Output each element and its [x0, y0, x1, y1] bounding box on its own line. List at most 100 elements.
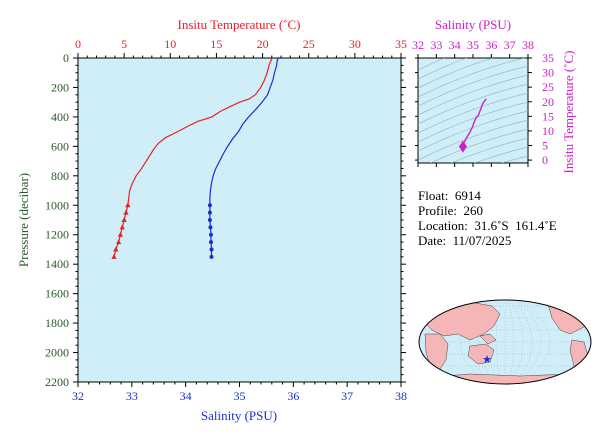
salinity-profile-markers [207, 203, 214, 259]
isopycnal-line [418, 58, 526, 98]
ts-x-tick-label: 37 [504, 38, 516, 52]
temperature-axis-title: Insitu Temperature (˚C) [177, 17, 300, 32]
sal-tick-label: 33 [126, 389, 138, 403]
temperature-marker [121, 217, 127, 222]
temperature-axis-ticks: 0 5 10 15 20 25 30 35 [75, 37, 407, 58]
ts-y-tick-label: 25 [542, 80, 554, 94]
ts-y-tick-label: 5 [542, 139, 548, 153]
profile-date: Date: 11/07/2025 [418, 233, 512, 248]
temp-tick-label: 0 [75, 37, 81, 51]
ts-x-tick-label: 35 [467, 38, 479, 52]
profile-plot-area [77, 57, 402, 383]
temp-tick-label: 35 [395, 37, 407, 51]
temperature-marker [125, 202, 131, 208]
pressure-axis-ticks: 0 200 400 600 800 1000 1200 1400 1600 1800 2000 220… [45, 51, 406, 389]
pressure-tick-label: 1800 [45, 316, 69, 330]
sal-tick-label: 34 [180, 389, 192, 403]
isopycnal-line [418, 92, 528, 134]
ts-x-tick-label: 33 [430, 38, 442, 52]
land-se-asia [479, 333, 497, 345]
temperature-marker [123, 209, 129, 215]
ts-y-tick-label: 20 [542, 95, 554, 109]
world-map: ★ [418, 299, 592, 385]
map-outline [418, 299, 592, 385]
pressure-tick-label: 2000 [45, 346, 69, 360]
ts-salinity-title: Salinity (PSU) [435, 17, 511, 32]
pressure-tick-label: 400 [51, 110, 69, 124]
isopycnal-line [418, 119, 528, 161]
ts-y-tick-label: 0 [542, 153, 548, 167]
pressure-tick-label: 2200 [45, 375, 69, 389]
ts-salinity-ticks: 32 33 34 35 36 37 38 [412, 38, 534, 167]
float-location-star: ★ [482, 354, 492, 366]
isopycnal-line [450, 137, 528, 163]
ts-y-tick-label: 35 [542, 51, 554, 65]
isopycnal-line [418, 58, 446, 71]
isopycnal-line [473, 146, 528, 163]
salinity-marker [207, 210, 212, 215]
land-antarctica [419, 373, 591, 384]
temperature-marker [116, 239, 122, 245]
sal-tick-label: 38 [395, 389, 407, 403]
salinity-profile-line [209, 57, 279, 257]
temperature-marker [119, 224, 125, 230]
isopycnal-line [418, 83, 528, 125]
map-meridian [516, 300, 542, 384]
pressure-axis-title: Pressure (decibar) [16, 173, 31, 267]
pressure-tick-label: 1000 [45, 198, 69, 212]
isopycnal-line [409, 244, 537, 291]
ts-y-tick-label: 30 [542, 66, 554, 80]
temp-tick-label: 10 [164, 37, 176, 51]
temperature-marker [117, 231, 124, 237]
temperature-profile-markers [111, 202, 131, 259]
salinity-marker [209, 247, 214, 252]
salinity-marker [208, 240, 213, 245]
map-meridian [507, 300, 515, 384]
temperature-marker [111, 253, 117, 259]
pressure-tick-label: 800 [51, 169, 69, 183]
profile-number: Profile: 260 [418, 203, 483, 218]
isopycnal-line [418, 58, 494, 89]
isopycnal-contours [409, 58, 537, 291]
salinity-axis-ticks: 32 33 34 35 36 37 38 [72, 382, 407, 403]
sal-tick-label: 37 [341, 389, 353, 403]
temp-tick-label: 5 [121, 37, 127, 51]
salinity-axis-title: Salinity (PSU) [201, 408, 277, 423]
pressure-tick-label: 0 [63, 51, 69, 65]
land-australia [467, 343, 495, 365]
isopycnal-line [418, 58, 468, 80]
ts-x-tick-label: 38 [522, 38, 534, 52]
pressure-tick-label: 200 [51, 80, 69, 94]
pressure-tick-label: 1200 [45, 228, 69, 242]
temp-tick-label: 30 [349, 37, 361, 51]
pressure-tick-label: 1400 [45, 257, 69, 271]
sal-tick-label: 36 [287, 389, 299, 403]
temp-tick-label: 15 [210, 37, 222, 51]
land-africa [424, 333, 449, 373]
sal-tick-label: 35 [234, 389, 246, 403]
float-id: Float: 6914 [418, 188, 481, 203]
pressure-tick-label: 600 [51, 139, 69, 153]
isopycnal-line [418, 74, 528, 116]
salinity-marker [207, 218, 212, 222]
isopycnal-line [418, 101, 528, 143]
temp-tick-label: 20 [257, 37, 269, 51]
float-location: Location: 31.6˚S 161.4˚E [418, 218, 557, 233]
isopycnal-line [501, 155, 528, 163]
profile-panel: 0 5 10 15 20 25 30 35 32 33 34 35 36 37 38 0 200 400 600… [16, 17, 407, 423]
ts-y-tick-label: 15 [542, 109, 554, 123]
map-meridian [495, 300, 503, 384]
salinity-marker [209, 254, 214, 259]
salinity-marker [208, 225, 213, 230]
temperature-profile-line [113, 57, 273, 257]
salinity-marker [208, 232, 213, 237]
ts-y-tick-label: 10 [542, 124, 554, 138]
isopycnal-line [418, 110, 528, 152]
salinity-marker [207, 203, 212, 208]
ts-x-tick-label: 36 [485, 38, 497, 52]
isopycnal-line [430, 128, 528, 163]
ts-deep-marker [458, 140, 467, 153]
